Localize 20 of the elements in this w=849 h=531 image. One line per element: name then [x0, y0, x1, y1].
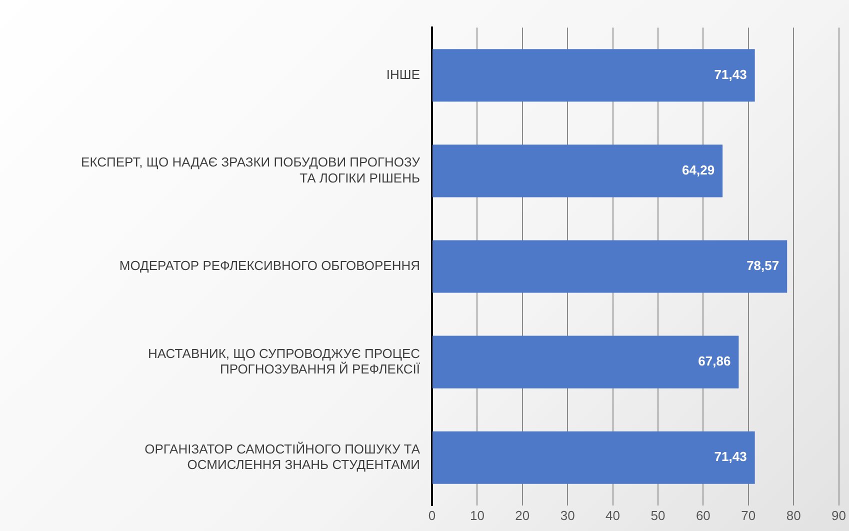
- x-tick-label: 0: [428, 508, 436, 523]
- x-tick-label: 70: [741, 508, 756, 523]
- data-label: 67,86: [698, 354, 731, 369]
- x-tick-label: 10: [470, 508, 484, 523]
- y-tick-label: ОРГАНІЗАТОР САМОСТІЙНОГО ПОШУКУ ТА ОСМИСЛЕННЯ ЗНАНЬ СТУДЕНТАМИ: [144, 441, 420, 472]
- data-label: 71,43: [714, 449, 747, 464]
- y-tick-label: ЕКСПЕРТ, ЩО НАДАЄ ЗРАЗКИ ПОБУДОВИ ПРОГНОЗУ ТА ЛОГІКИ РІШЕНЬ: [81, 154, 421, 186]
- data-label: 71,43: [714, 66, 747, 82]
- data-label: 78,57: [746, 258, 780, 274]
- x-tick-label: 90: [832, 508, 846, 523]
- x-tick-label: 20: [515, 508, 530, 523]
- x-tick-label: 60: [696, 508, 710, 523]
- x-tick-label: 30: [560, 508, 575, 523]
- y-tick-label: НАСТАВНИК, ЩО СУПРОВОДЖУЄ ПРОЦЕС ПРОГНОЗУВАННЯ Й РЕФЛЕКСІЇ: [148, 346, 420, 376]
- y-tick-label: ІНШЕ: [386, 66, 420, 82]
- y-tick-label: МОДЕРАТОР РЕФЛЕКСИВНОГО ОБГОВОРЕННЯ: [119, 258, 420, 274]
- data-label: 64,29: [682, 162, 715, 178]
- x-tick-label: 40: [606, 508, 620, 523]
- x-tick-label: 80: [786, 508, 801, 523]
- x-tick-label: 50: [650, 508, 666, 523]
